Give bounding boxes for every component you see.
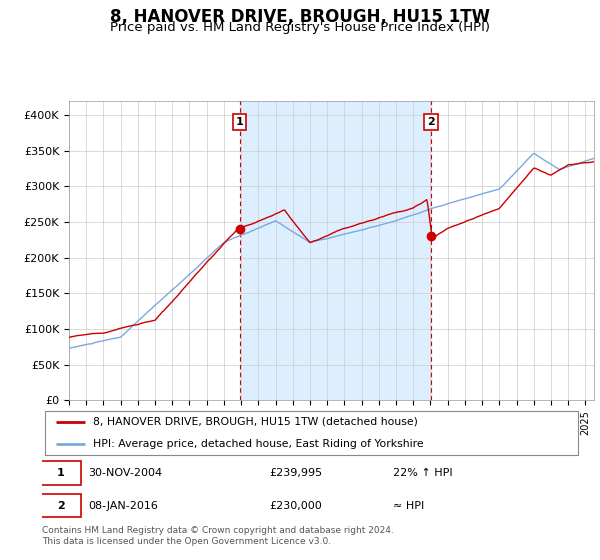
Text: 08-JAN-2016: 08-JAN-2016: [88, 501, 158, 511]
Text: HPI: Average price, detached house, East Riding of Yorkshire: HPI: Average price, detached house, East…: [94, 438, 424, 449]
Text: 22% ↑ HPI: 22% ↑ HPI: [393, 468, 452, 478]
FancyBboxPatch shape: [45, 412, 578, 455]
Text: 8, HANOVER DRIVE, BROUGH, HU15 1TW: 8, HANOVER DRIVE, BROUGH, HU15 1TW: [110, 8, 490, 26]
Text: Price paid vs. HM Land Registry's House Price Index (HPI): Price paid vs. HM Land Registry's House …: [110, 21, 490, 34]
Text: 2: 2: [57, 501, 65, 511]
FancyBboxPatch shape: [41, 461, 82, 486]
Text: £239,995: £239,995: [269, 468, 322, 478]
FancyBboxPatch shape: [41, 494, 82, 517]
Bar: [240, 101, 431, 400]
Text: ≈ HPI: ≈ HPI: [393, 501, 424, 511]
Text: 2: 2: [427, 117, 435, 127]
Text: 30-NOV-2004: 30-NOV-2004: [88, 468, 162, 478]
Text: 8, HANOVER DRIVE, BROUGH, HU15 1TW (detached house): 8, HANOVER DRIVE, BROUGH, HU15 1TW (deta…: [94, 417, 418, 427]
Text: £230,000: £230,000: [269, 501, 322, 511]
Text: 1: 1: [57, 468, 65, 478]
Text: Contains HM Land Registry data © Crown copyright and database right 2024.
This d: Contains HM Land Registry data © Crown c…: [42, 526, 394, 546]
Text: 1: 1: [236, 117, 244, 127]
